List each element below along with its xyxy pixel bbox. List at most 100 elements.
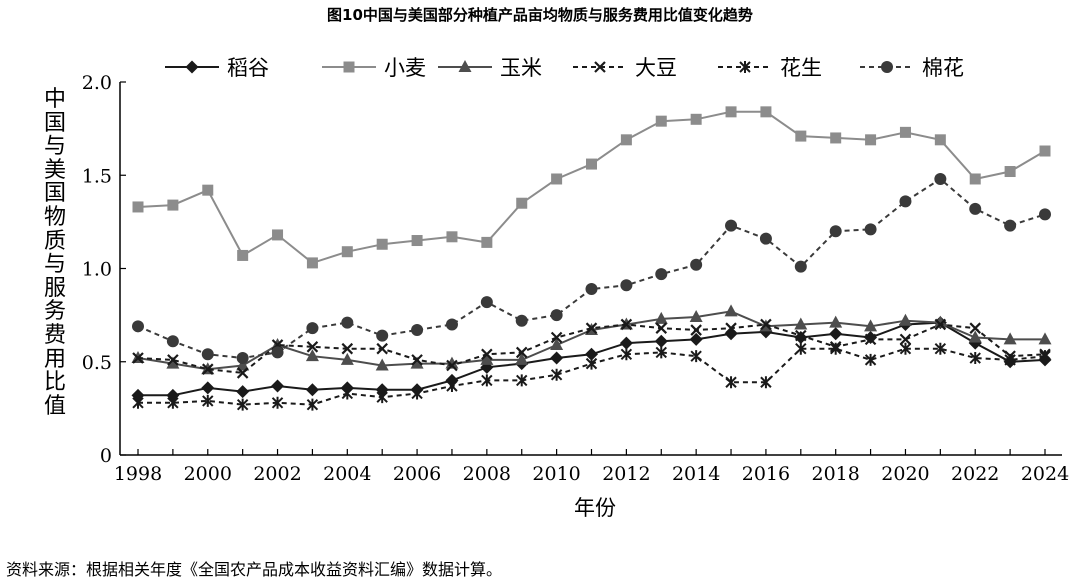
x-tick-label: 2008 [463, 463, 511, 485]
y-axis-label-char: 国 [43, 181, 66, 207]
data-point [690, 350, 702, 363]
x-tick-label: 2000 [184, 463, 232, 485]
legend-marker [185, 60, 199, 74]
data-point [376, 329, 389, 342]
data-point [969, 322, 982, 334]
x-axis-ticks: 1998 2000 2002 2004 2006 2008 2010 2012 2014 2016… [114, 449, 1069, 485]
series-2 [132, 106, 1051, 269]
data-point [795, 342, 807, 355]
legend-label: 大豆 [635, 56, 677, 80]
data-point [899, 342, 912, 355]
axes [119, 82, 1062, 456]
data-point [655, 346, 667, 359]
data-point [445, 318, 458, 331]
y-axis-label-char: 值 [43, 393, 66, 419]
data-point [585, 347, 598, 361]
data-point [934, 342, 947, 355]
y-axis-label-char: 费 [43, 322, 66, 348]
data-point [480, 352, 494, 365]
data-point [132, 396, 144, 409]
legend-label: 玉米 [500, 56, 542, 80]
y-axis-label-char: 中 [43, 87, 66, 112]
data-point [864, 353, 877, 366]
source-note: 资料来源：根据相关年度《全国农产品成本收益资料汇编》数据计算。 [6, 560, 503, 579]
data-point [865, 134, 877, 146]
data-point [1039, 350, 1051, 363]
data-point [620, 134, 632, 146]
x-tick-label: 2010 [532, 463, 580, 485]
data-point [132, 352, 144, 364]
legend: 稻谷 小麦 玉米 大豆 花生 棉花 [165, 56, 964, 80]
y-axis-label-char: 美 [43, 157, 66, 183]
data-point [236, 367, 249, 379]
data-point [725, 322, 737, 334]
data-point [237, 249, 249, 261]
data-point [969, 202, 982, 215]
y-axis-label: 中国与美国物质与服务费用比值 [40, 88, 70, 418]
data-point [376, 238, 388, 250]
data-point [725, 219, 738, 232]
legend-label: 小麦 [384, 56, 426, 80]
data-point [481, 236, 493, 248]
data-point [655, 115, 667, 127]
data-point [655, 268, 668, 281]
y-axis-label-char: 用 [43, 346, 66, 372]
data-point [411, 324, 424, 337]
data-point [1004, 353, 1016, 366]
data-point [166, 356, 180, 369]
data-point [934, 318, 947, 331]
data-point [829, 342, 842, 355]
x-tick-label: 1998 [114, 463, 162, 485]
data-point [690, 324, 702, 336]
data-point [620, 318, 633, 331]
series-line [137, 323, 1046, 374]
data-point [550, 368, 563, 381]
data-point [515, 314, 528, 327]
series-line [137, 177, 1046, 360]
y-tick-label: 1.0 [82, 259, 112, 281]
data-point [689, 332, 703, 346]
x-tick-label: 2004 [323, 463, 371, 485]
data-point [864, 319, 878, 332]
data-point [1003, 332, 1017, 345]
data-point [271, 346, 284, 359]
data-point [829, 315, 843, 328]
data-point [1004, 219, 1017, 232]
y-axis-label-char: 质 [43, 228, 66, 254]
data-point [236, 398, 249, 411]
data-point [271, 379, 285, 393]
data-point [968, 330, 982, 343]
data-point [376, 342, 388, 355]
legend-item-4: 大豆 [573, 56, 677, 80]
y-tick-label: 2.0 [82, 72, 112, 94]
legend-marker [739, 61, 751, 73]
x-tick-label: 2024 [1021, 463, 1069, 485]
data-point [166, 335, 179, 348]
data-point [167, 396, 179, 409]
legend-item-1: 稻谷 [165, 56, 269, 80]
data-point [933, 315, 947, 328]
data-point [306, 322, 319, 335]
x-axis-label: 年份 [574, 496, 616, 520]
data-point [864, 333, 877, 346]
x-tick-label: 2012 [602, 463, 650, 485]
data-point [201, 363, 214, 375]
data-point [620, 279, 633, 292]
legend-item-3: 玉米 [438, 56, 542, 80]
data-point [794, 331, 808, 345]
data-point [236, 385, 250, 399]
data-point [446, 359, 458, 372]
data-point [306, 398, 319, 411]
data-point [619, 336, 633, 350]
data-point [236, 358, 250, 371]
y-tick-label: 0 [100, 445, 112, 467]
data-point [690, 258, 703, 271]
data-point [306, 257, 318, 269]
data-point [446, 379, 458, 392]
data-point [550, 309, 563, 322]
data-point [795, 130, 807, 142]
data-point [516, 374, 528, 387]
data-point [306, 341, 319, 353]
data-point [201, 381, 215, 395]
